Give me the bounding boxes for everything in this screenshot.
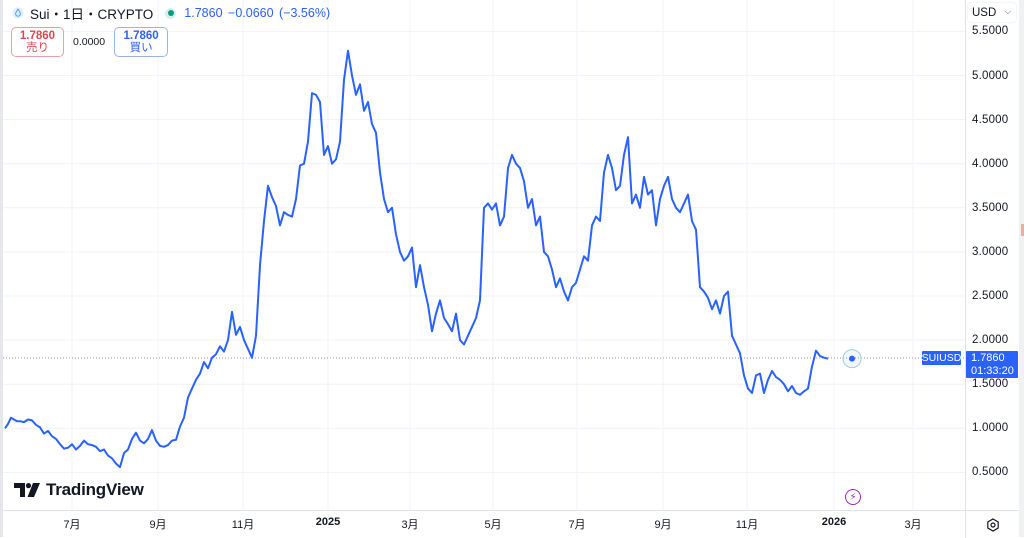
time-tick: 9月 (654, 519, 672, 531)
time-tick: 7月 (63, 519, 81, 531)
time-tick: 2025 (315, 516, 341, 528)
trade-buttons: 1.7860 売り 0.0000 1.7860 買い (11, 27, 169, 57)
last-price-label: 1.7860 01:33:20 (966, 351, 1018, 378)
price-tick: 3.0000 (972, 245, 1009, 258)
grid-lines (3, 0, 965, 510)
left-border (0, 0, 3, 537)
price-tick: 2.5000 (972, 290, 1009, 302)
chart-settings-button[interactable] (965, 510, 1020, 538)
logo-text: TradingView (46, 480, 144, 499)
chevron-down-icon: ⌵ (1004, 7, 1011, 16)
tradingview-logo[interactable]: TradingView (14, 480, 144, 500)
time-tick: 9月 (149, 519, 167, 531)
buy-button[interactable]: 1.7860 買い (114, 27, 169, 57)
time-tick: 3月 (401, 519, 419, 531)
price-tick: 0.5000 (972, 466, 1009, 479)
sell-price: 1.7860 (19, 30, 56, 42)
price-tick: 4.0000 (972, 157, 1009, 170)
last-price-value: 1.7860 (971, 352, 1005, 364)
price-tick: 2.0000 (972, 334, 1009, 347)
last-price-dot (849, 355, 855, 362)
currency-select[interactable]: USD ⌵ (968, 3, 1016, 22)
legend-change-pct: (−3.56%) (279, 6, 331, 20)
time-tick: 3月 (904, 519, 922, 531)
price-tick: 4.5000 (972, 113, 1009, 126)
gear-icon (987, 517, 999, 532)
market-status-icon[interactable] (165, 7, 177, 19)
sell-label: 売り (26, 42, 49, 54)
bar-countdown: 01:33:20 (971, 364, 1014, 377)
time-axis[interactable] (3, 510, 965, 538)
right-toolbar-edge (1019, 0, 1024, 537)
time-tick: 11月 (735, 519, 759, 531)
sell-button[interactable]: 1.7860 売り (11, 27, 64, 57)
price-tick: 1.0000 (972, 422, 1009, 435)
currency-value: USD (972, 6, 997, 19)
price-tick: 5.5000 (972, 25, 1009, 38)
buy-label: 買い (129, 42, 153, 54)
chart-legend: Sui・1日・CRYPTO 1.7860 −0.0660 (−3.56%) (12, 4, 330, 22)
legend-change: −0.0660 (228, 6, 274, 20)
time-tick: 2026 (821, 516, 847, 528)
price-line (4, 49, 829, 469)
droplet-icon (12, 7, 24, 19)
symbol-title[interactable]: Sui・1日・CRYPTO (30, 7, 154, 22)
legend-last: 1.7860 (184, 6, 223, 20)
time-tick: 7月 (568, 519, 586, 531)
price-tick: 3.5000 (972, 201, 1009, 214)
price-axis[interactable] (965, 0, 1020, 510)
price-tick: 5.0000 (972, 69, 1009, 82)
time-tick: 11月 (231, 519, 255, 531)
price-tick: 1.5000 (972, 378, 1009, 391)
legend-values: 1.7860 −0.0660 (−3.56%) (184, 6, 330, 20)
time-tick: 5月 (484, 519, 502, 531)
tradingview-logo-icon (14, 483, 40, 497)
buy-price: 1.7860 (123, 30, 159, 42)
symbol-price-label: SUIUSD (921, 351, 962, 365)
right-panel-marker (1021, 224, 1024, 236)
price-chart[interactable] (0, 0, 965, 510)
lightning-icon[interactable]: ⚡ (845, 489, 861, 505)
spread-value: 0.0000 (73, 36, 106, 48)
